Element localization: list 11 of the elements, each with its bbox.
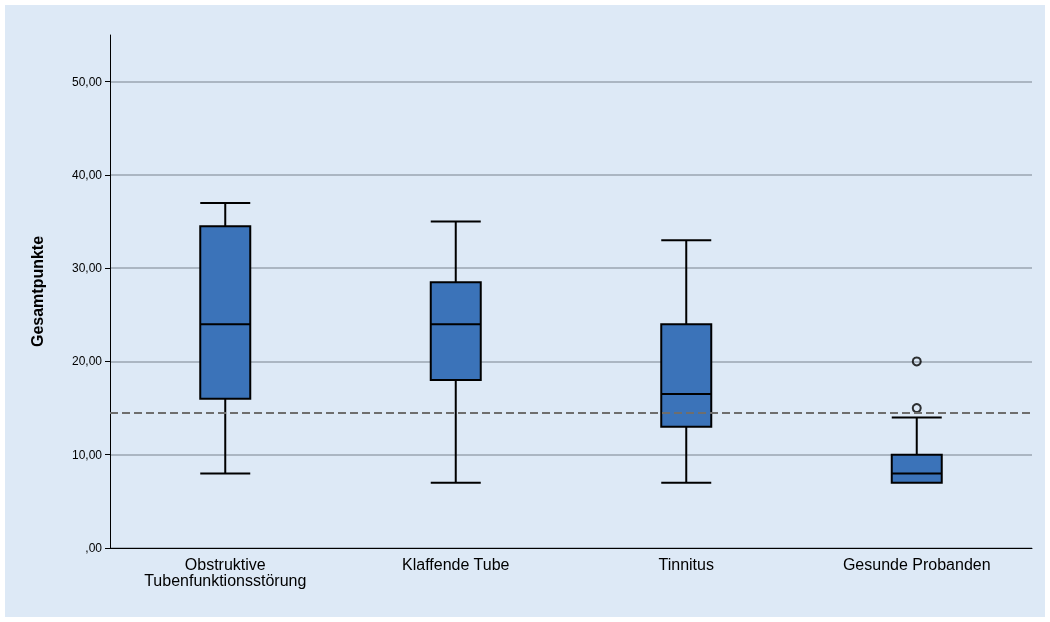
x-tick-label: Klaffende Tube [402,555,510,573]
y-tick-label: 30,00 [71,261,103,276]
y-tick-label: 20,00 [71,354,103,369]
x-tick-label: Obstruktive Tubenfunktionsstörung [144,555,307,589]
y-tick-label: 10,00 [71,447,103,462]
x-tick-label: Tinnitus [658,555,714,573]
x-tick-label: Gesunde Probanden [842,555,991,573]
y-tick-label: ,00 [85,541,103,555]
y-tick-label: 50,00 [71,74,103,89]
y-axis-title: Gesamtpunkte [28,235,46,348]
y-tick-label: 40,00 [71,167,103,182]
